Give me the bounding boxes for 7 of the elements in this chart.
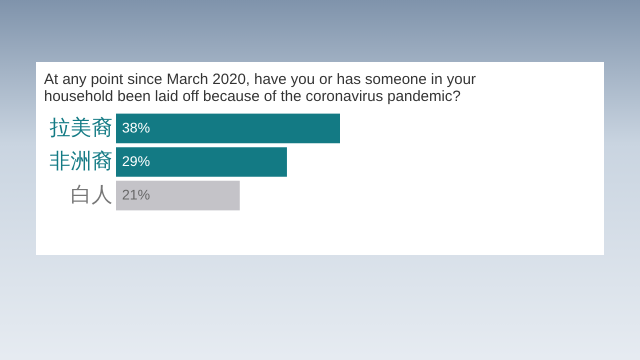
- y-tick-label: 拉美裔: [50, 115, 112, 140]
- y-tick-label: 非洲裔: [50, 149, 112, 173]
- chart-title: At any point since March 2020, have you or has someone in your household been laid off because of the coronavirus pandemic?: [44, 71, 476, 105]
- data-label: 21%: [122, 186, 150, 203]
- y-tick-label: 白人: [70, 182, 112, 207]
- data-label: 38%: [122, 119, 150, 136]
- data-label: 29%: [122, 153, 150, 169]
